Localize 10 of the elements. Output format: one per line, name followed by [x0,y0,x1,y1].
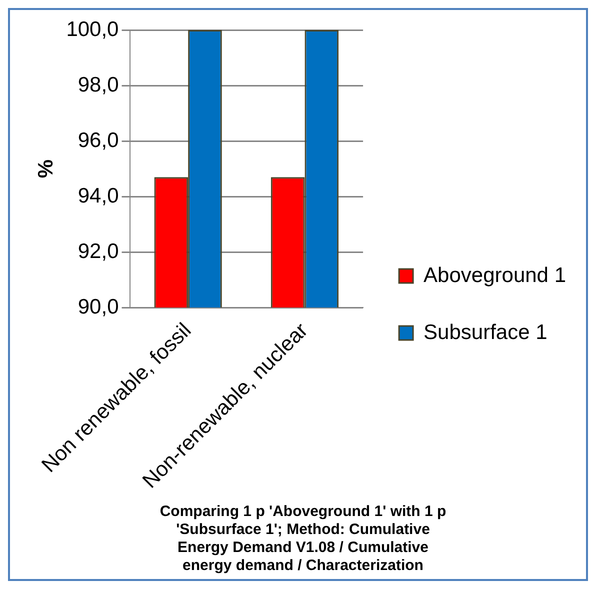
y-tick-label: 98,0 [78,73,119,96]
legend-label: Subsurface 1 [424,320,548,344]
y-tick-label: 100,0 [66,18,119,41]
y-tick-label: 96,0 [78,128,119,152]
y-tick-label: 90,0 [78,295,119,318]
y-tick-label: 92,0 [78,240,119,263]
legend-label: Aboveground 1 [424,264,566,287]
y-axis-title: % [34,159,58,178]
y-tick-label: 94,0 [78,184,119,208]
text: Comparing 1 p 'Aboveground 1' with 1 p 'Subsurface 1'; Method: Cumulative Energy Demand V1.08 / Cumulative energy demand / Characterization [160,503,446,574]
